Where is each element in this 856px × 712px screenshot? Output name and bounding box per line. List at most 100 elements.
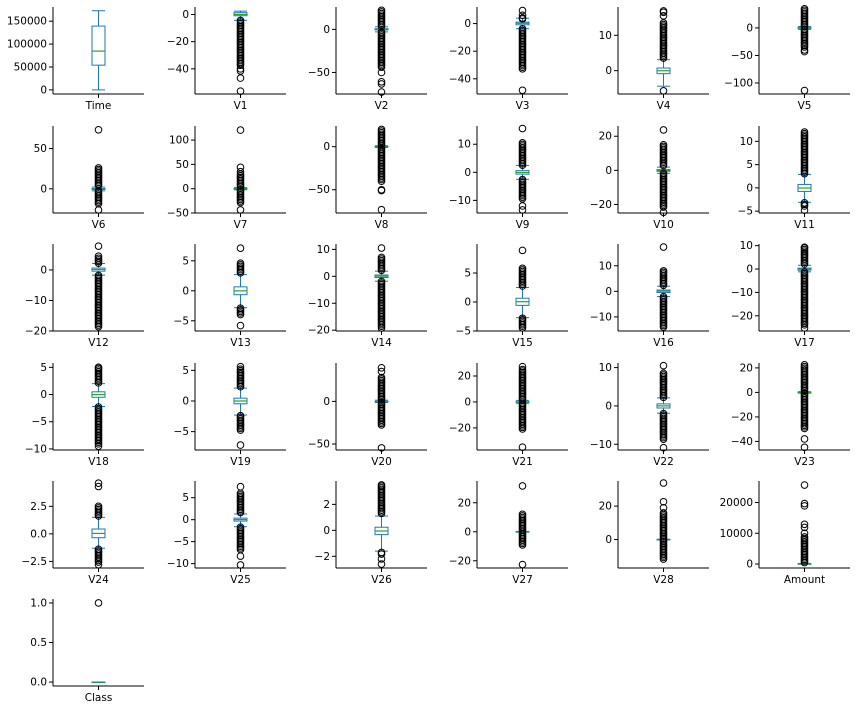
outlier-point [94,125,103,134]
y-tick-label: 0 [464,526,471,538]
y-tick-label: −40 [731,436,753,448]
subplot-v7: 100 50 0 −50 V7 [167,126,286,231]
outlier-point [377,324,386,332]
y-tick-label: 5 [464,268,471,280]
outlier-point [236,65,245,73]
y-tick-label: 0.5 [30,637,47,649]
outlier-point [236,321,245,330]
subplot-v2: 0 −50 V2 [308,6,427,112]
subplot-v17: 10 0 −10 −20 V17 [731,240,850,349]
y-tick-label: −5 [32,416,47,428]
outlier-point [518,425,527,433]
x-axis-label: V8 [375,219,389,231]
outlier-point [518,206,527,214]
outlier-point [659,555,668,563]
y-tick-label: 0 [40,389,47,401]
y-tick-label: 10 [599,30,612,42]
y-tick-label: −50 [308,184,330,196]
subplot-v15: 5 0 −5 V15 [456,244,568,349]
outlier-point [236,310,245,319]
outlier-point [659,503,668,512]
outlier-point [659,323,668,331]
outlier-point [94,512,103,520]
x-axis-label: Amount [784,574,825,586]
y-tick-label: −20 [590,199,612,211]
outlier-point [377,22,386,31]
x-axis-label: V14 [371,337,392,349]
outlier-point [800,520,809,529]
y-tick-label: 150000 [7,16,47,28]
outlier-point [94,181,103,190]
subplot-v26: 2 0 −2 V26 [315,481,427,586]
y-tick-label: −20 [731,310,753,322]
outlier-point [659,8,668,17]
outlier-point [377,363,386,372]
outlier-point [800,435,809,443]
outlier-point [236,67,245,75]
outlier-point [800,46,809,54]
y-tick-label: −5 [174,536,189,548]
subplot-v13: 5 0 −5 V13 [174,244,286,349]
outlier-point [377,396,386,404]
outlier-point [659,87,668,95]
x-axis-label: V18 [88,456,109,468]
x-axis-label: V12 [88,337,109,349]
y-tick-label: 0 [182,285,189,297]
y-tick-label: 5 [182,255,189,267]
outlier-point [800,481,809,489]
outlier-point [94,363,103,372]
y-tick-label: −10 [449,195,471,207]
y-tick-label: −50 [308,67,330,79]
x-axis-label: Time [85,100,112,112]
subplot-v11: 10 5 0 −5 V11 [738,126,850,231]
outlier-point [236,183,245,191]
subplot-v25: 5 0 −5 −10 V25 [167,481,286,586]
outlier-point [377,77,386,86]
outlier-point [659,203,668,211]
y-tick-label: 5 [182,365,189,377]
x-axis-label: V21 [512,456,533,468]
y-tick-label: 0.0 [30,528,47,540]
outlier-point [800,558,809,567]
outlier-point [94,206,103,214]
y-tick-label: 10 [599,260,612,272]
y-tick-label: 0 [323,24,330,36]
outlier-point [800,324,809,332]
outlier-point [800,321,809,329]
y-tick-label: −40 [449,73,471,85]
subplot-v4: 10 0 V4 [599,7,709,112]
y-tick-label: −10 [590,311,612,323]
outlier-point [94,479,103,488]
y-tick-label: 0 [40,264,47,276]
y-tick-label: −2 [315,551,330,563]
outlier-point [518,362,527,371]
outlier-point [659,361,668,370]
outlier-point [518,11,527,20]
y-tick-label: −50 [167,208,189,220]
outlier-point [377,560,386,568]
outlier-point [800,499,809,508]
y-tick-label: −20 [449,422,471,434]
y-tick-label: −5 [738,206,753,218]
subplot-v3: 0 −20 −40 V3 [449,6,568,112]
subplot-v20: 0 −50 V20 [308,363,427,468]
outlier-point [236,269,245,277]
x-axis-label: V1 [234,100,248,112]
y-tick-label: 100000 [7,39,47,51]
x-axis-label: V3 [516,100,530,112]
y-tick-label: 0 [464,167,471,179]
subplot-v14: 10 0 −10 −20 V14 [308,244,427,349]
iqr-box [91,25,106,66]
x-axis-label: V4 [657,100,671,112]
outlier-point [800,443,809,452]
y-tick-label: −10 [25,443,47,455]
y-tick-label: 0 [746,559,753,571]
y-tick-label: 0 [746,264,753,276]
outlier-point [659,443,668,452]
outlier-point [94,442,103,450]
subplot-v28: 20 0 V28 [599,479,709,586]
outlier-point [94,242,103,250]
y-tick-label: −20 [449,46,471,58]
y-tick-label: 0 [605,286,612,298]
outlier-point [94,440,103,448]
